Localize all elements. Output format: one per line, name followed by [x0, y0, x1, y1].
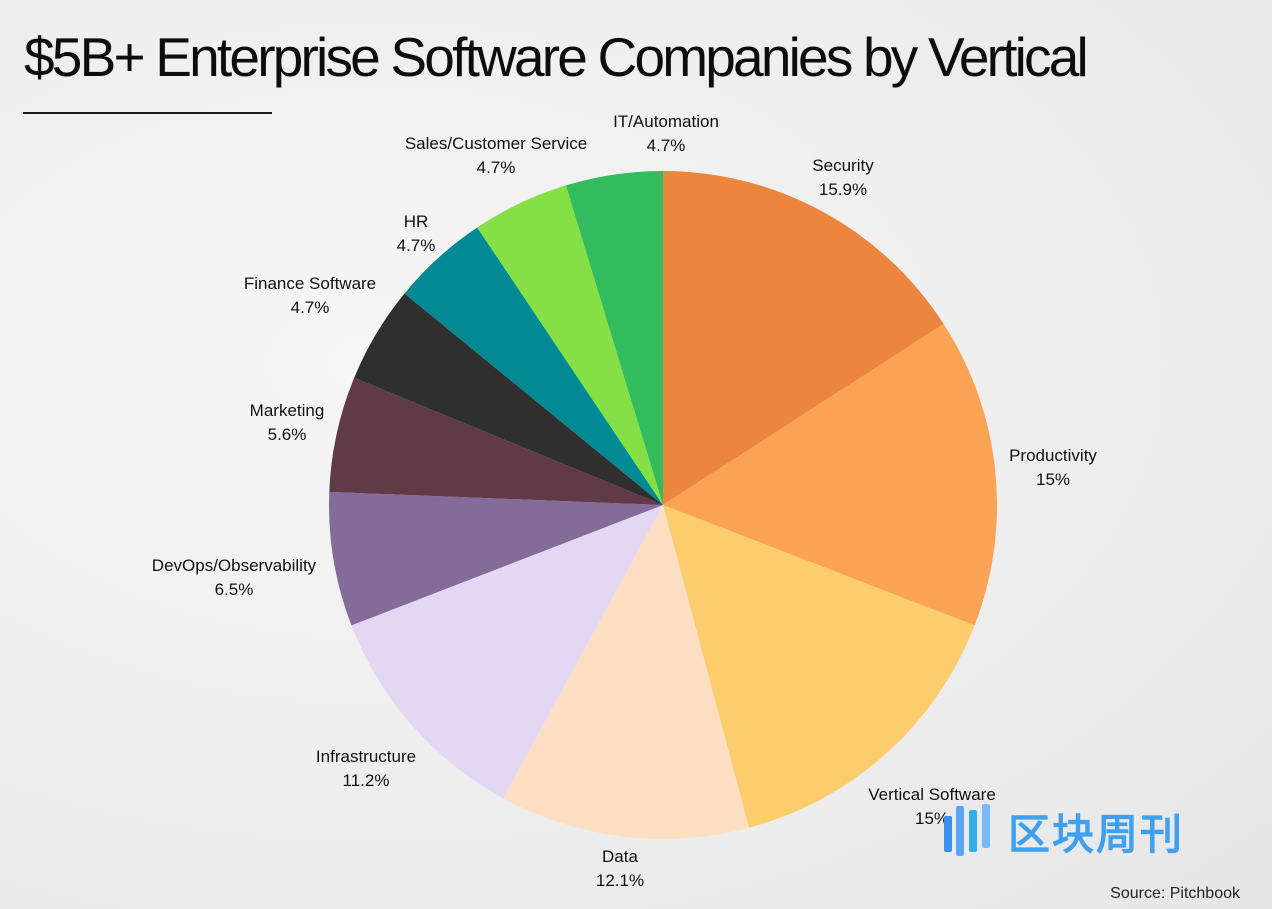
slice-value-devops-observability: 6.5% — [215, 580, 254, 599]
slice-value-marketing: 5.6% — [268, 425, 307, 444]
slice-label-security: Security — [812, 156, 874, 175]
slice-value-vertical-software: 15% — [915, 809, 949, 828]
slice-value-finance-software: 4.7% — [291, 298, 330, 317]
watermark: 区块周刊 — [942, 802, 1248, 860]
slice-label-vertical-software: Vertical Software — [868, 785, 996, 804]
slice-label-infrastructure: Infrastructure — [316, 747, 416, 766]
pie-slice-sales-customer-service — [477, 185, 663, 505]
pie-slice-devops-observability — [329, 491, 663, 626]
slice-value-sales-customer-service: 4.7% — [477, 158, 516, 177]
pie-slice-vertical-software — [663, 505, 975, 828]
pie-slice-productivity — [663, 323, 998, 626]
pie-slice-infrastructure — [351, 505, 663, 799]
slice-value-productivity: 15% — [1036, 470, 1070, 489]
chart-title: $5B+ Enterprise Software Companies by Ve… — [24, 26, 1089, 88]
slice-label-it-automation: IT/Automation — [613, 112, 719, 131]
watermark-text: 区块周刊 — [1008, 809, 1185, 859]
pie-slice-it-automation — [565, 171, 663, 505]
title-underline — [23, 112, 272, 114]
slice-label-productivity: Productivity — [1009, 446, 1097, 465]
slice-value-it-automation: 4.7% — [647, 136, 686, 155]
pie-slice-data — [503, 505, 750, 839]
slice-value-data: 12.1% — [596, 871, 644, 890]
pie-slice-finance-software — [354, 293, 663, 505]
pie-slice-hr — [404, 227, 663, 505]
slice-value-infrastructure: 11.2% — [343, 771, 390, 790]
slice-label-sales-customer-service: Sales/Customer Service — [405, 134, 587, 153]
pie-slice-marketing — [329, 377, 663, 505]
slice-value-hr: 4.7% — [397, 236, 436, 255]
source-note: Source: Pitchbook — [1110, 885, 1240, 902]
slice-label-finance-software: Finance Software — [244, 274, 376, 293]
slice-label-data: Data — [602, 847, 638, 866]
watermark-logo-icon — [944, 804, 990, 856]
pie-slice-security — [663, 171, 944, 505]
slice-label-hr: HR — [404, 212, 429, 231]
slice-label-marketing: Marketing — [250, 401, 325, 420]
slice-value-security: 15.9% — [819, 180, 867, 199]
slice-label-devops-observability: DevOps/Observability — [152, 556, 317, 575]
